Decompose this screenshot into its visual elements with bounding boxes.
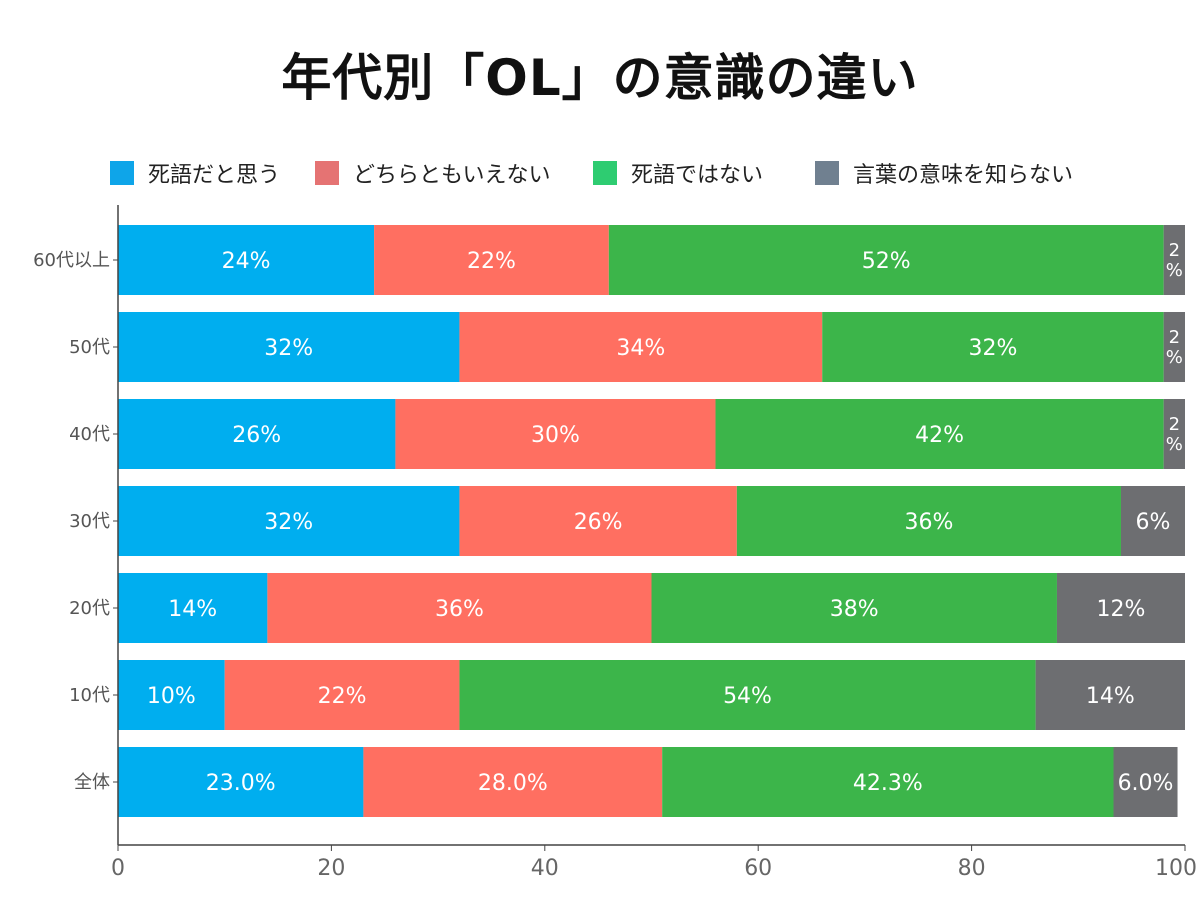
bar-label-r4-s1: 36% <box>435 597 484 622</box>
chart-title: 年代別「OL」の意識の違い <box>281 49 919 107</box>
x-tick-label-1: 20 <box>317 856 345 881</box>
bar-segment-r3-s1 <box>459 486 737 556</box>
bar-label-r5-s3: 14% <box>1086 684 1135 709</box>
bar-label-r3-s2: 36% <box>904 510 953 535</box>
bar-segment-r0-s3 <box>1163 225 1185 295</box>
bar-label-r0-s1: 22% <box>467 249 516 274</box>
bar-segment-r5-s0 <box>118 660 225 730</box>
category-label-4: 20代 <box>69 598 110 619</box>
bar-label-r0-s0: 24% <box>222 249 271 274</box>
bar-label-r5-s0: 10% <box>147 684 196 709</box>
bar-label-r3-s3: 6% <box>1136 510 1171 535</box>
bar-segment-r1-s0 <box>118 312 460 382</box>
x-tick-label-3: 60 <box>744 856 772 881</box>
category-label-2: 40代 <box>69 424 110 445</box>
bar-segment-r1-s2 <box>822 312 1164 382</box>
x-tick-label-4: 80 <box>958 856 986 881</box>
bars: 24% 22% 52% 2 % 32% 34% 32% 2 % 26% 30% 42% 2 % 32% 26% 3… <box>118 225 1185 817</box>
bar-label-r5-s2: 54% <box>723 684 772 709</box>
bar-label-r6-s3: 6.0% <box>1118 771 1174 796</box>
legend-swatch-1 <box>315 161 339 185</box>
category-label-5: 10代 <box>69 685 110 706</box>
x-tick-label-0: 0 <box>111 856 125 881</box>
legend-label-1: どちらともいえない <box>353 163 551 188</box>
bar-segment-r2-s2 <box>715 399 1164 469</box>
legend-label-2: 死語ではない <box>631 163 763 188</box>
x-tick-label-2: 40 <box>531 856 559 881</box>
bar-segment-r0-s0 <box>118 225 375 295</box>
legend-swatch-0 <box>110 161 134 185</box>
bar-segment-r0-s2 <box>608 225 1164 295</box>
bar-segment-r4-s3 <box>1056 573 1185 643</box>
bar-segment-r2-s0 <box>118 399 396 469</box>
bar-label-r1-s3: 2% <box>1166 327 1183 368</box>
category-label-6: 全体 <box>74 772 110 793</box>
bar-label-r1-s2: 32% <box>968 336 1017 361</box>
bar-label-r5-s1: 22% <box>318 684 367 709</box>
bar-label-r6-s0: 23.0% <box>206 771 276 796</box>
bar-segment-r0-s1 <box>374 225 609 295</box>
bar-label-r3-s1: 26% <box>574 510 623 535</box>
bar-segment-r4-s0 <box>118 573 268 643</box>
category-label-3: 30代 <box>69 511 110 532</box>
bar-label-r1-s0: 32% <box>264 336 313 361</box>
bar-segment-r6-s1 <box>363 747 663 817</box>
legend-label-0: 死語だと思う <box>148 163 280 188</box>
legend-label-3: 言葉の意味を知らない <box>853 163 1073 188</box>
bar-segment-r6-s0 <box>118 747 364 817</box>
bar-label-r2-s3: 2% <box>1166 414 1183 455</box>
legend-swatch-2 <box>593 161 617 185</box>
bar-segment-r5-s2 <box>459 660 1036 730</box>
category-label-1: 50代 <box>69 337 110 358</box>
bar-label-r4-s0: 14% <box>168 597 217 622</box>
bar-label-r2-s1: 30% <box>531 423 580 448</box>
bar-segment-r2-s1 <box>395 399 716 469</box>
bar-segment-r2-s3 <box>1163 399 1185 469</box>
bar-label-r4-s2: 38% <box>830 597 879 622</box>
bar-label-r4-s3: 12% <box>1097 597 1146 622</box>
bar-segment-r3-s3 <box>1120 486 1185 556</box>
legend: 死語だと思う どちらともいえない 死語ではない 言葉の意味を知らない <box>110 161 1073 188</box>
bar-segment-r4-s1 <box>267 573 652 643</box>
bar-label-r6-s1: 28.0% <box>478 771 548 796</box>
bar-label-r0-s2: 52% <box>862 249 911 274</box>
bar-label-r0-s3: 2% <box>1166 240 1183 281</box>
bar-segment-r6-s2 <box>662 747 1114 817</box>
bar-label-r2-s0: 26% <box>232 423 281 448</box>
bar-label-r3-s0: 32% <box>264 510 313 535</box>
bar-segment-r3-s0 <box>118 486 460 556</box>
category-label-0: 60代以上 <box>33 250 110 271</box>
legend-swatch-3 <box>815 161 839 185</box>
x-tick-label-5: 100 <box>1155 856 1197 881</box>
bar-segment-r3-s2 <box>736 486 1121 556</box>
bar-segment-r5-s3 <box>1035 660 1185 730</box>
bar-segment-r4-s2 <box>651 573 1057 643</box>
bar-segment-r1-s1 <box>459 312 823 382</box>
bar-segment-r5-s1 <box>224 660 460 730</box>
bar-segment-r1-s3 <box>1163 312 1185 382</box>
bar-label-r1-s1: 34% <box>616 336 665 361</box>
bar-segment-r6-s3 <box>1113 747 1178 817</box>
bar-label-r6-s2: 42.3% <box>853 771 923 796</box>
bar-label-r2-s2: 42% <box>915 423 964 448</box>
